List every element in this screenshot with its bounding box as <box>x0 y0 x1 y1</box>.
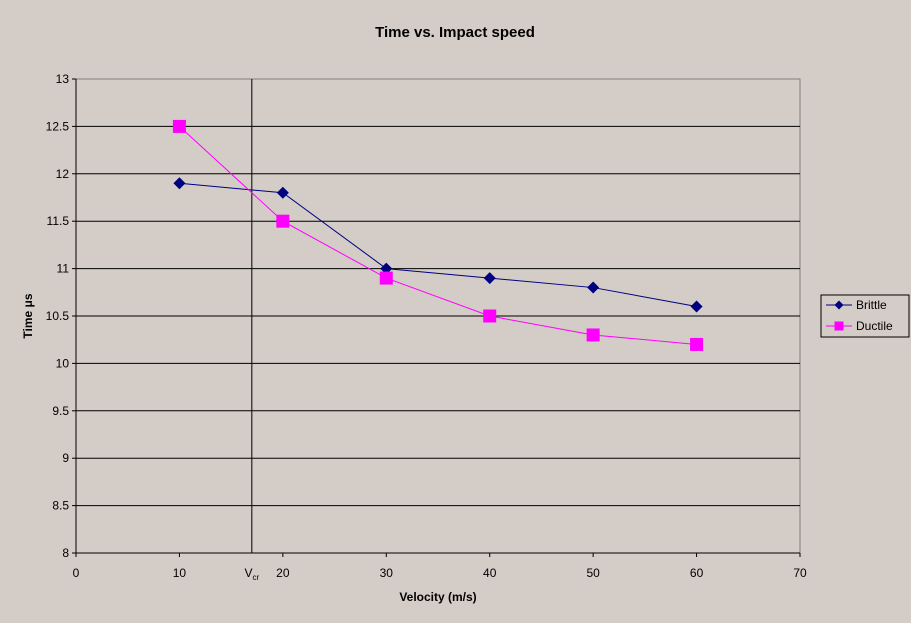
x-tick-label: 40 <box>483 566 497 580</box>
point-brittle <box>587 281 600 294</box>
y-tick-label: 13 <box>56 72 70 86</box>
y-tick-label: 8.5 <box>52 499 69 513</box>
grid-layer <box>76 125 800 507</box>
x-tick-label: 30 <box>380 566 394 580</box>
point-ductile <box>276 214 290 228</box>
series-line-brittle <box>179 182 697 308</box>
x-axis-label: Velocity (m/s) <box>399 590 476 604</box>
legend-marker-brittle <box>834 300 844 310</box>
y-tick-label: 8 <box>62 546 69 560</box>
y-tick-label: 12 <box>56 167 70 181</box>
x-tick-label: 0 <box>73 566 80 580</box>
point-ductile <box>690 337 704 351</box>
point-ductile <box>379 271 393 285</box>
point-ductile <box>483 309 497 323</box>
point-brittle <box>276 186 289 199</box>
y-tick-label: 12.5 <box>46 119 70 133</box>
y-tick-label: 11.5 <box>47 214 70 228</box>
x-tick-label: 70 <box>793 566 807 580</box>
point-brittle <box>483 272 496 285</box>
point-ductile <box>586 328 600 342</box>
series-line-ductile <box>179 126 697 345</box>
legend-items: Brittle Ductile <box>826 298 893 333</box>
y-tick-label: 11 <box>57 262 70 276</box>
y-tick-label: 10 <box>56 356 70 370</box>
point-brittle <box>690 300 703 313</box>
chart-title: Time vs. Impact speed <box>375 24 535 41</box>
x-tick-label: 20 <box>276 566 290 580</box>
y-tick-label: 10.5 <box>46 309 70 323</box>
legend-label-ductile: Ductile <box>856 319 893 333</box>
legend-label-brittle: Brittle <box>856 298 887 312</box>
series-layer <box>172 119 704 351</box>
point-ductile <box>172 119 186 133</box>
y-axis-label: Time μs <box>21 293 35 338</box>
x-tick-label: 60 <box>690 566 704 580</box>
y-tick-label: 9.5 <box>52 404 69 418</box>
x-tick-label: 10 <box>173 566 187 580</box>
x-tick-label: 50 <box>586 566 600 580</box>
vcr-label: Vcr <box>244 566 259 582</box>
y-tick-label: 9 <box>62 451 69 465</box>
tick-layer: 8 8.5 9 9.5 10 10.5 11 11.5 12 12.5 13 0 10 20 30 40 50 6… <box>46 72 807 580</box>
legend: Brittle Ductile <box>820 294 910 338</box>
point-brittle <box>173 177 186 190</box>
legend-marker-ductile <box>834 321 844 331</box>
